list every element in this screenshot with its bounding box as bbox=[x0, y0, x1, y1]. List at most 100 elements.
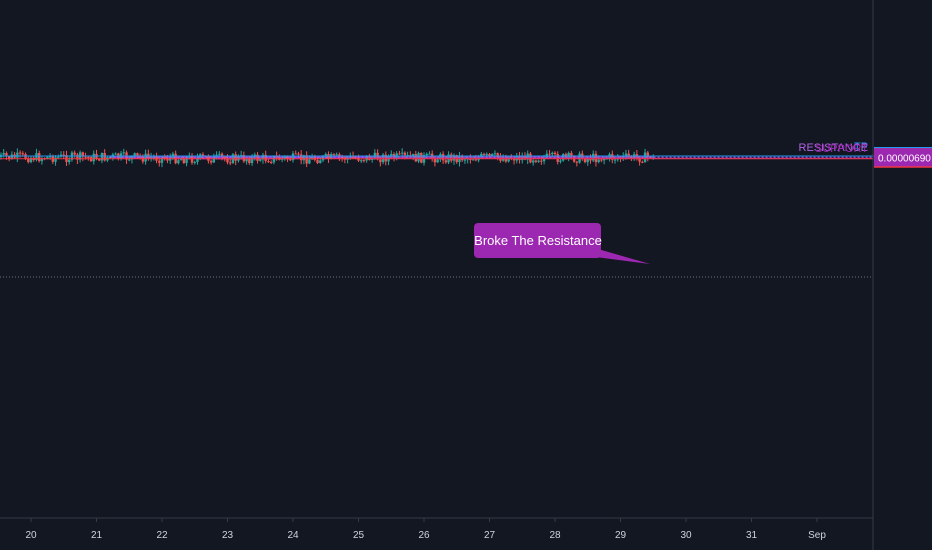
candle-body bbox=[275, 155, 278, 158]
candle-body bbox=[403, 152, 407, 156]
callout-pointer bbox=[588, 249, 650, 264]
candle-body bbox=[163, 157, 166, 159]
candle-body bbox=[297, 153, 300, 155]
candle-body bbox=[575, 161, 579, 163]
candle-body bbox=[638, 157, 641, 162]
candle-body bbox=[627, 153, 630, 157]
support-label: SUPPORT bbox=[815, 143, 868, 155]
candle-body bbox=[103, 153, 106, 161]
candle-body bbox=[512, 158, 516, 161]
candle-body bbox=[27, 158, 30, 163]
candle-body bbox=[226, 158, 229, 163]
x-tick-label: 21 bbox=[91, 530, 103, 541]
candle-body bbox=[379, 159, 382, 163]
candle-body bbox=[433, 158, 437, 163]
candle-body bbox=[92, 153, 95, 162]
candle-body bbox=[439, 154, 442, 160]
candle-body bbox=[37, 153, 41, 162]
candle-body bbox=[321, 155, 325, 161]
candle-body bbox=[305, 155, 308, 164]
candle-body bbox=[149, 157, 153, 159]
candle-body bbox=[624, 153, 628, 156]
candle-body bbox=[299, 154, 303, 161]
candle-body bbox=[87, 156, 90, 158]
candle-body bbox=[493, 153, 497, 155]
candle-body bbox=[537, 160, 540, 162]
candle-body bbox=[643, 152, 647, 163]
candle-body bbox=[54, 157, 57, 162]
x-tick-label: 25 bbox=[353, 530, 365, 541]
candle-body bbox=[425, 153, 428, 155]
x-tick-label: 26 bbox=[418, 530, 430, 541]
candle-body bbox=[613, 159, 617, 161]
candle-body bbox=[362, 160, 366, 162]
prev-close-badge-text: 0.00000690 bbox=[878, 153, 931, 164]
candle-body bbox=[256, 154, 259, 161]
candle-body bbox=[35, 153, 38, 160]
candle-body bbox=[531, 160, 535, 163]
candle-body bbox=[551, 152, 554, 155]
candle-body bbox=[234, 154, 237, 161]
x-tick-label: 27 bbox=[484, 530, 496, 541]
candle-body bbox=[289, 159, 292, 161]
candle-body bbox=[229, 162, 232, 164]
candle-body bbox=[564, 154, 568, 157]
candle-body bbox=[259, 159, 262, 161]
candle-body bbox=[354, 157, 357, 159]
candle-body bbox=[570, 152, 573, 157]
candle-body bbox=[267, 160, 270, 163]
candle-body bbox=[209, 160, 213, 163]
candle-body bbox=[600, 159, 603, 161]
candle-body bbox=[332, 154, 336, 156]
candle-body bbox=[411, 154, 415, 157]
callout[interactable]: Broke The Resistance bbox=[474, 223, 650, 264]
candle-body bbox=[245, 159, 248, 162]
candle-body bbox=[365, 155, 368, 161]
candle-body bbox=[485, 153, 488, 155]
candle-body bbox=[592, 153, 595, 161]
candle-body bbox=[319, 160, 322, 164]
candle-body bbox=[177, 160, 180, 164]
candle-body bbox=[62, 154, 65, 156]
candle-body bbox=[29, 157, 33, 163]
candle-body bbox=[308, 159, 311, 164]
candle-body bbox=[133, 153, 136, 156]
candle-body bbox=[398, 153, 401, 155]
x-tick-label: 20 bbox=[25, 530, 37, 541]
time-axis[interactable]: 20 21 22 23 24 25 26 27 28 29 30 31 Sep bbox=[25, 518, 826, 541]
candle-body bbox=[583, 158, 587, 163]
candle-body bbox=[507, 157, 510, 162]
candle-body bbox=[482, 153, 486, 155]
candle-body bbox=[602, 158, 606, 161]
candle-body bbox=[166, 158, 169, 161]
candle-body bbox=[68, 159, 71, 162]
candle-body bbox=[188, 155, 191, 158]
candle-body bbox=[16, 152, 19, 158]
candle-body bbox=[223, 156, 226, 159]
candle-body bbox=[76, 154, 79, 160]
candle-body bbox=[7, 156, 11, 159]
candle-body bbox=[611, 154, 614, 160]
candle-body bbox=[201, 154, 205, 156]
tp-label: TP bbox=[854, 141, 868, 153]
candle-body bbox=[357, 157, 360, 161]
candle-body bbox=[114, 153, 117, 155]
x-tick-label: 23 bbox=[222, 530, 234, 541]
candle-body bbox=[373, 152, 377, 158]
x-tick-label: 28 bbox=[549, 530, 561, 541]
callout-text: Broke The Resistance bbox=[474, 233, 602, 248]
candle-body bbox=[444, 160, 448, 163]
candle-body bbox=[436, 159, 439, 163]
candle-body bbox=[504, 157, 508, 162]
callout-box bbox=[474, 223, 601, 258]
candle-body bbox=[84, 156, 87, 158]
candle-body bbox=[264, 154, 267, 161]
candle-body bbox=[474, 159, 478, 161]
candle-body bbox=[400, 152, 404, 154]
candle-body bbox=[46, 156, 49, 159]
candle-body bbox=[81, 152, 85, 157]
candle-body bbox=[136, 153, 139, 156]
candle-body bbox=[316, 159, 319, 164]
